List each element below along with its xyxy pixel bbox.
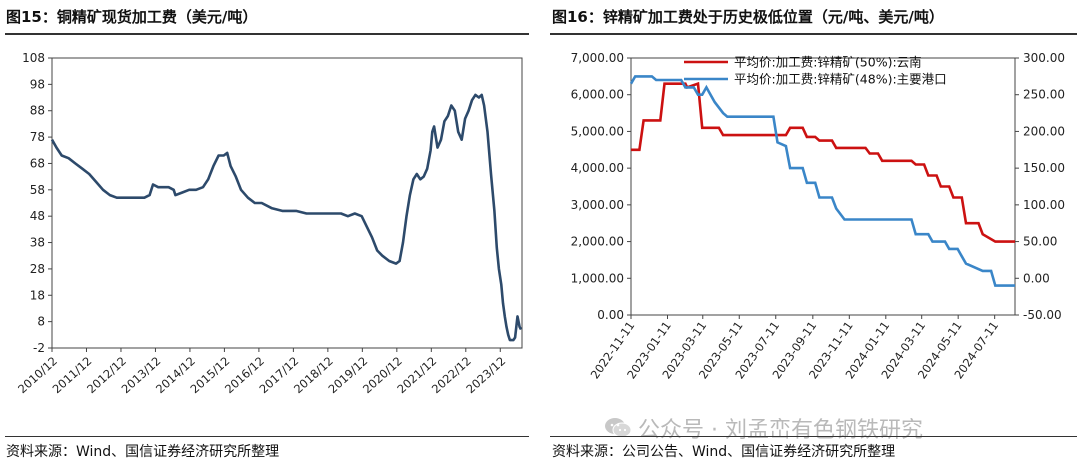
legend-label: 平均价:加工费:锌精矿(50%):云南 bbox=[734, 55, 922, 70]
right-y-right-tick-label: 250.00 bbox=[1023, 88, 1065, 102]
right-y-left-tick-label: 3,000.00 bbox=[571, 198, 624, 212]
left-y-tick-label: 38 bbox=[30, 236, 45, 250]
right-y-right-tick-label: 0.00 bbox=[1023, 271, 1050, 285]
left-source: 资料来源：Wind、国信证券经济研究所整理 bbox=[6, 444, 280, 460]
right-y-left-tick-label: 6,000.00 bbox=[571, 88, 624, 102]
copper-tc-series-line bbox=[50, 93, 523, 342]
left-y-tick-label: -2 bbox=[33, 341, 45, 355]
right-y-left-tick-label: 4,000.00 bbox=[571, 161, 624, 175]
yunnan-tc-series-line bbox=[631, 81, 1015, 243]
left-y-tick-label: 28 bbox=[30, 262, 45, 276]
right-y-left-tick-label: 5,000.00 bbox=[571, 124, 624, 138]
right-source: 资料来源：公司公告、Wind、国信证券经济研究所整理 bbox=[552, 444, 896, 460]
right-y-left-tick-label: 1,000.00 bbox=[571, 271, 624, 285]
right-y-right-tick-label: -50.00 bbox=[1023, 308, 1062, 322]
left-y-tick-label: 68 bbox=[30, 156, 45, 170]
right-title-rule bbox=[550, 33, 1077, 35]
left-y-tick-label: 108 bbox=[22, 51, 45, 65]
left-title-rule bbox=[5, 33, 529, 35]
right-y-right-tick-label: 300.00 bbox=[1023, 51, 1065, 65]
copper-tc-chart: -281828384858687888981082010/122011/1220… bbox=[15, 51, 523, 396]
left-plot-frame bbox=[51, 57, 523, 349]
zinc-tc-chart: 0.00 1,000.00 2,000.00 3,000.00 4,000.00 5,00… bbox=[571, 51, 1065, 381]
right-y-right-tick-label: 200.00 bbox=[1023, 124, 1065, 138]
left-source-rule bbox=[5, 436, 529, 437]
right-source-rule bbox=[550, 436, 1077, 437]
right-y-right-tick-label: 100.00 bbox=[1023, 198, 1065, 212]
right-y-left-tick-label: 0.00 bbox=[597, 308, 624, 322]
wechat-icon bbox=[605, 418, 632, 438]
left-y-tick-label: 78 bbox=[30, 130, 45, 144]
left-y-tick-label: 88 bbox=[30, 104, 45, 118]
right-y-left-tick-label: 2,000.00 bbox=[571, 235, 624, 249]
left-y-tick-label: 8 bbox=[37, 315, 45, 329]
left-y-tick-label: 48 bbox=[30, 209, 45, 223]
left-y-tick-label: 58 bbox=[30, 183, 45, 197]
left-y-tick-label: 98 bbox=[30, 77, 45, 91]
left-chart-title: 图15：铜精矿现货加工费（美元/吨） bbox=[6, 8, 258, 26]
right-y-right-tick-label: 150.00 bbox=[1023, 161, 1065, 175]
port-tc-series-line bbox=[629, 75, 1015, 287]
right-y-right-tick-label: 50.00 bbox=[1023, 235, 1057, 249]
right-y-left-tick-label: 7,000.00 bbox=[571, 51, 624, 65]
left-y-tick-label: 18 bbox=[30, 288, 45, 302]
watermark-text: 公众号 · 刘孟峦有色钢铁研究 bbox=[638, 418, 923, 443]
legend-label: 平均价:加工费:锌精矿(48%):主要港口 bbox=[734, 72, 947, 87]
right-chart-title: 图16：锌精矿加工费处于历史极低位置（元/吨、美元/吨） bbox=[552, 8, 944, 26]
right-plot-frame bbox=[630, 57, 1016, 316]
